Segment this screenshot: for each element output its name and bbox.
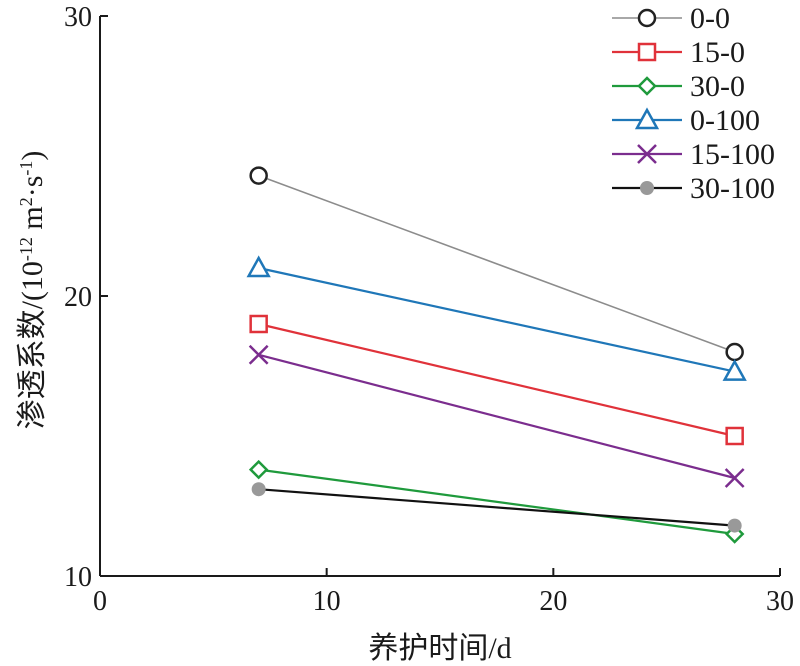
series-15-0	[249, 314, 744, 446]
series-15-100	[248, 344, 745, 488]
legend-entry: 15-0	[612, 36, 745, 69]
data-point-marker	[249, 314, 268, 334]
y-tick-label: 10	[64, 562, 92, 593]
series-30-100	[251, 482, 742, 533]
legend-label: 30-0	[690, 70, 745, 103]
data-point-marker	[248, 459, 269, 480]
series-30-0	[248, 459, 745, 544]
legend-label: 0-0	[690, 2, 730, 35]
x-axis-label: 养护时间/d	[368, 632, 511, 665]
data-point-marker	[724, 468, 745, 488]
y-tick-label: 30	[64, 2, 92, 33]
x-tick-label: 10	[313, 586, 341, 617]
legend-marker	[634, 107, 660, 130]
y-tick-label: 20	[64, 282, 92, 313]
series-0-100	[246, 255, 747, 381]
legend-label: 30-100	[690, 172, 775, 205]
series-0-0	[249, 166, 744, 362]
data-point-marker	[725, 426, 744, 446]
legend-marker	[637, 76, 657, 96]
legend-label: 15-0	[690, 36, 745, 69]
data-point-marker	[251, 482, 266, 497]
x-tick-label: 0	[93, 586, 107, 617]
data-point-marker	[246, 255, 271, 278]
legend-entry: 30-100	[612, 172, 775, 205]
data-point-marker	[725, 342, 744, 362]
x-tick-label: 20	[539, 586, 567, 617]
data-point-marker	[722, 359, 747, 381]
legend-marker	[637, 8, 657, 28]
series-line	[258, 353, 735, 480]
series-line	[258, 266, 735, 373]
series-layer	[246, 166, 747, 544]
legend-marker	[637, 42, 657, 62]
series-line	[258, 488, 735, 527]
series-line	[258, 322, 735, 438]
series-line	[258, 174, 735, 353]
legend-entry: 30-0	[612, 70, 745, 103]
data-point-marker	[248, 344, 269, 365]
legend-entry: 15-100	[612, 138, 775, 171]
legend-entry: 0-0	[612, 2, 730, 35]
data-point-marker	[727, 518, 742, 533]
legend-entry: 0-100	[612, 104, 760, 137]
legend-label: 0-100	[690, 104, 760, 137]
y-axis-label: 渗透系数/(10-12 m2·s-1)	[16, 151, 49, 430]
legend-label: 15-100	[690, 138, 775, 171]
data-point-marker	[249, 166, 268, 185]
legend-marker	[637, 144, 657, 164]
series-line	[258, 468, 735, 536]
x-tick-label: 30	[766, 586, 794, 617]
legend-marker	[640, 181, 654, 195]
